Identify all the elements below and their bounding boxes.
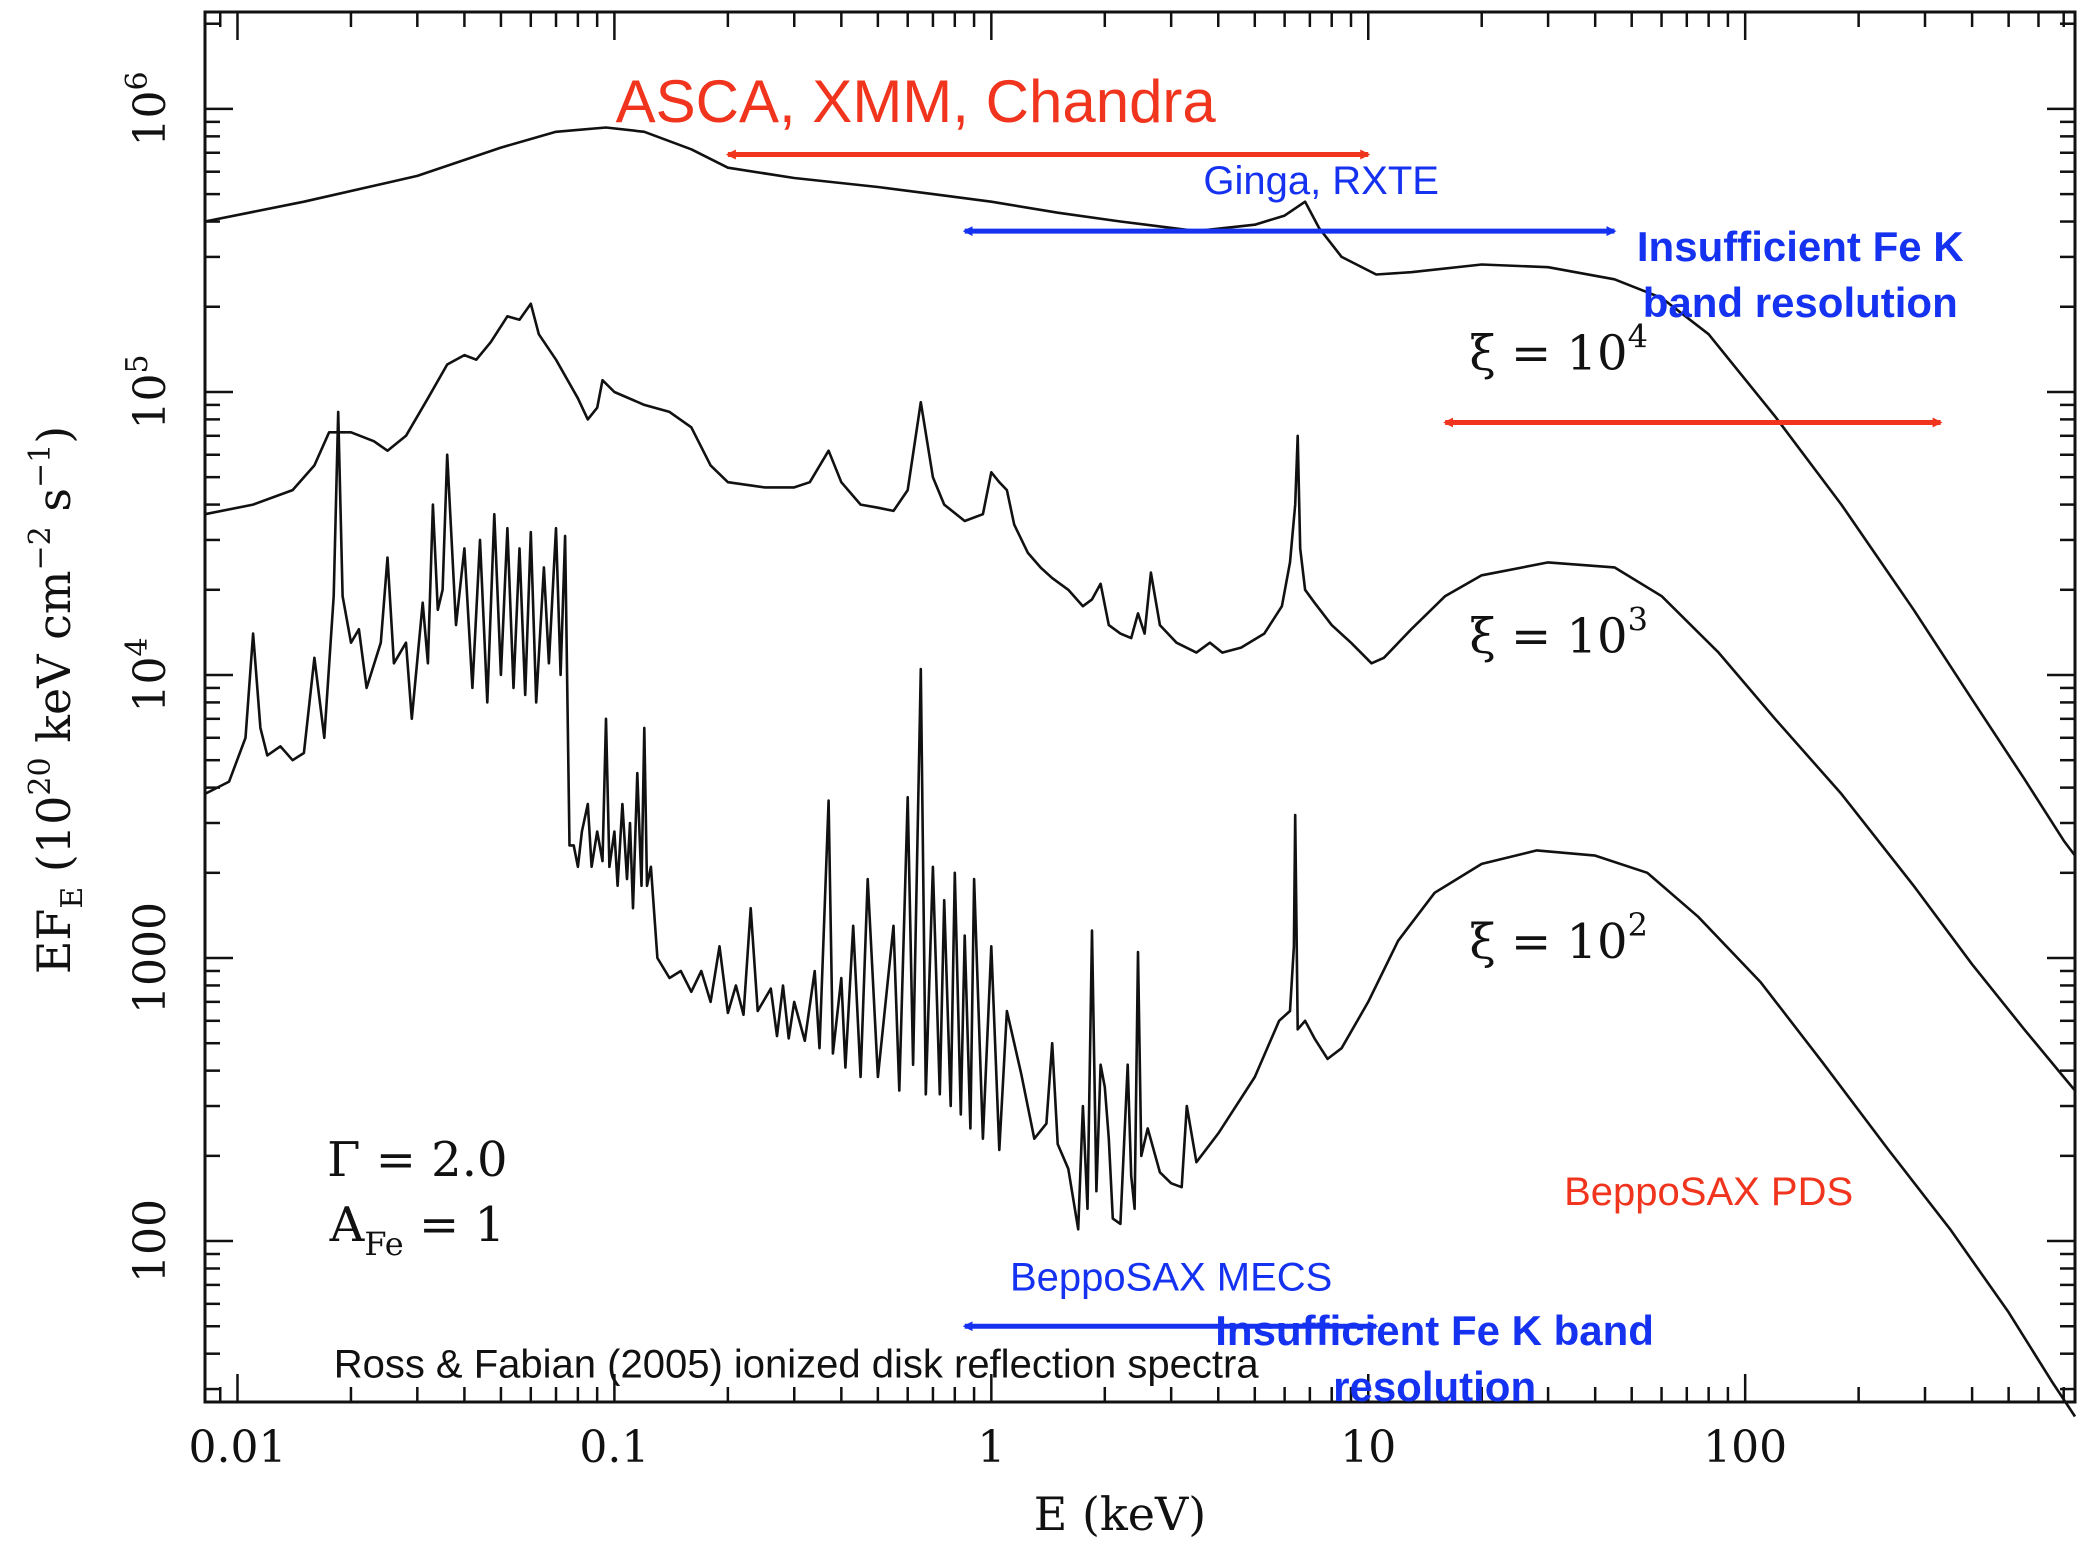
x-tick-labels: 0.01 0.1 1 10 100 bbox=[189, 1422, 1788, 1473]
gamma-label: Γ = 2.0 bbox=[327, 1132, 507, 1188]
band-label-pds: BeppoSAX PDS bbox=[1564, 1170, 1853, 1214]
y-tick-label-0: 100 bbox=[125, 1199, 176, 1283]
x-tick-label-1: 0.1 bbox=[579, 1422, 649, 1473]
band-label-asca: ASCA, XMM, Chandra bbox=[616, 68, 1217, 135]
x-axis-title: E (keV) bbox=[1034, 1487, 1206, 1541]
x-tick-label-3: 10 bbox=[1340, 1422, 1396, 1473]
series-labels: ξ = 104 ξ = 103 ξ = 102 bbox=[1469, 318, 1648, 970]
y-tick-label-4: 106 bbox=[120, 71, 176, 146]
note-bottom: Insufficient Fe K band resolution bbox=[1215, 1307, 1654, 1410]
x-tick-label-4: 100 bbox=[1703, 1422, 1787, 1473]
band-label-mecs: BeppoSAX MECS bbox=[1010, 1255, 1332, 1299]
x-tick-label-2: 1 bbox=[977, 1422, 1005, 1473]
afe-label: AFe = 1 bbox=[329, 1197, 505, 1263]
x-tick-label-0: 0.01 bbox=[189, 1422, 287, 1473]
band-label-ginga: Ginga, RXTE bbox=[1203, 159, 1439, 203]
series-label-xi2: ξ = 102 bbox=[1469, 906, 1648, 970]
y-tick-labels: 100 1000 104 105 106 bbox=[120, 71, 176, 1283]
series-label-xi4: ξ = 104 bbox=[1469, 318, 1648, 382]
y-tick-label-1: 1000 bbox=[125, 902, 176, 1014]
y-tick-label-3: 105 bbox=[120, 354, 176, 429]
model-parameters: Γ = 2.0 AFe = 1 bbox=[327, 1132, 507, 1263]
series-label-xi3: ξ = 103 bbox=[1469, 601, 1648, 665]
y-tick-label-2: 104 bbox=[120, 637, 176, 712]
caption-text: Ross & Fabian (2005) ionized disk reflec… bbox=[334, 1342, 1260, 1386]
y-axis-title: EFE (1020 keV cm−2 s−1) bbox=[23, 426, 90, 974]
